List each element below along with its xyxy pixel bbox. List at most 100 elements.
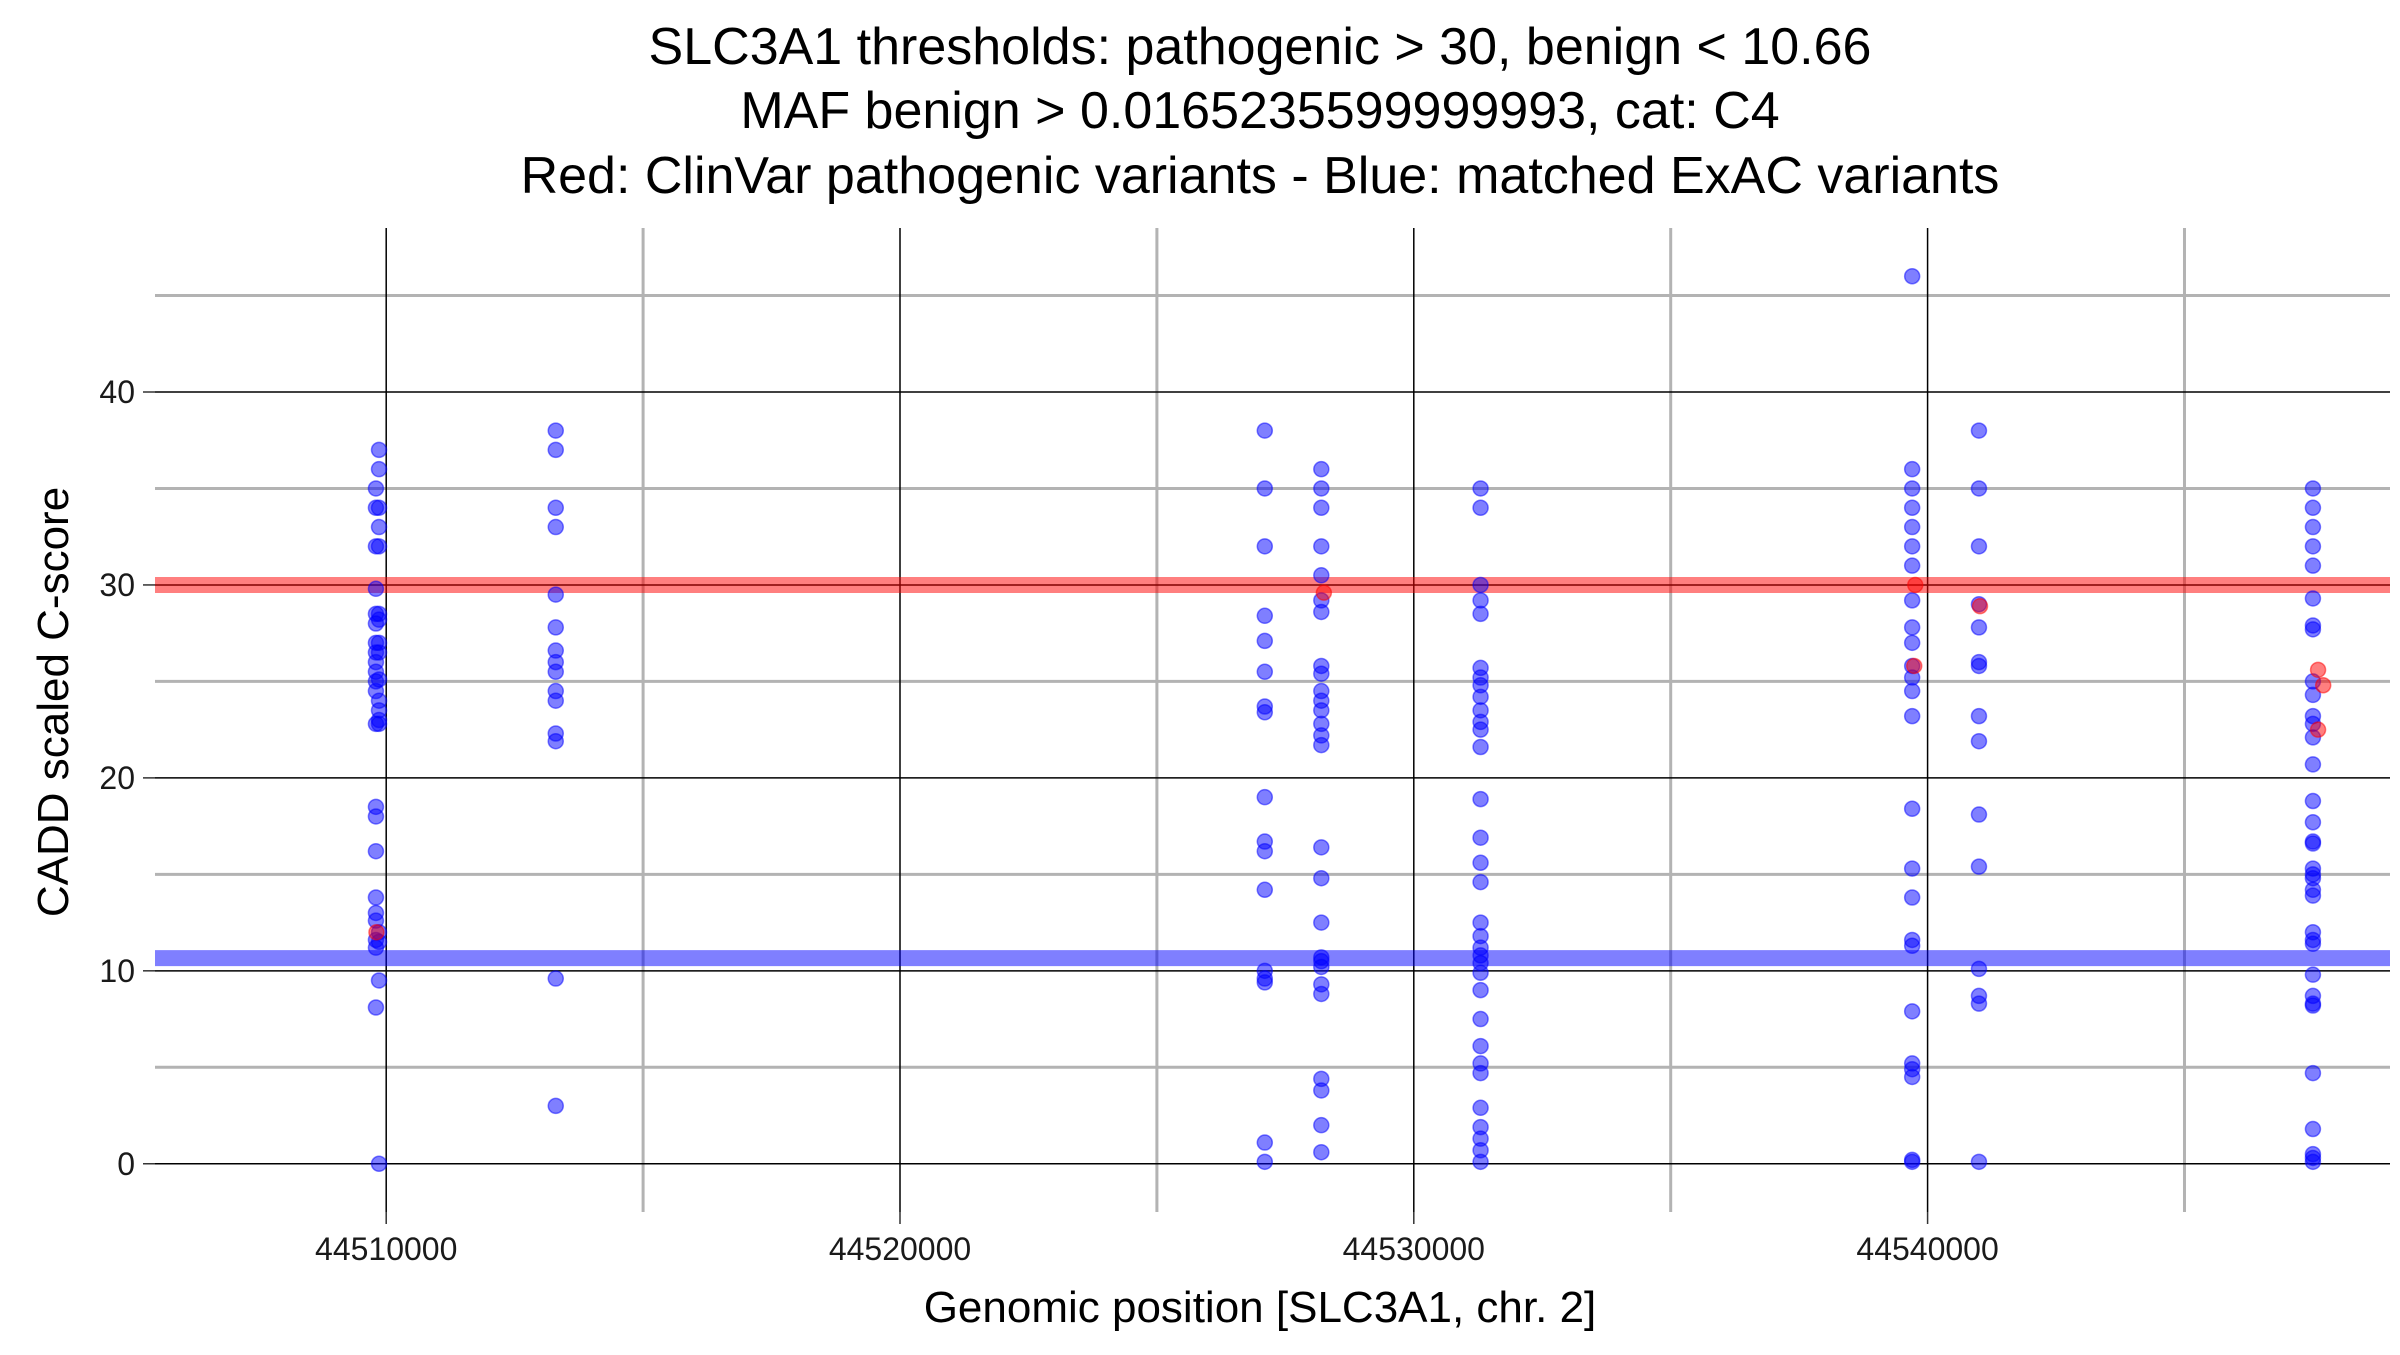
data-point [547,586,565,603]
data-point [1905,657,1923,675]
data-point [547,422,565,439]
data-point [1970,480,1988,497]
data-point [1313,567,1330,584]
data-point [1970,707,1988,725]
title-line-2: MAF benign > 0.0165235599999993, cat: C4 [740,82,1779,140]
data-point [2304,835,2322,852]
data-point [1313,736,1330,754]
data-point [1256,974,1274,991]
title-line-3: Red: ClinVar pathogenic variants - Blue:… [521,147,2000,205]
data-point [367,808,385,825]
data-point [1907,576,1924,594]
title-line-1: SLC3A1 thresholds: pathogenic > 30, beni… [649,18,1872,76]
x-tick-label: 44530000 [1343,1231,1485,1267]
x-tick-label: 44510000 [315,1231,457,1267]
data-point [547,499,565,517]
data-point [2304,792,2322,810]
data-point [547,692,565,709]
data-point [1313,1116,1330,1134]
data-point [547,970,565,987]
data-point [2304,1120,2322,1138]
data-point [1472,576,1489,594]
data-point [1903,682,1921,700]
data-point [1256,607,1274,625]
data-point [1903,460,1921,478]
data-point [1313,958,1330,976]
data-point [547,663,565,681]
data-point [367,480,385,497]
data-point [2309,661,2327,679]
data-point [1313,702,1330,719]
data-point [1970,538,1988,555]
data-point [1903,557,1921,574]
data-point [1313,603,1330,621]
data-point [1903,518,1921,536]
data-point [1903,592,1921,609]
data-point [1256,881,1274,899]
data-point [1313,869,1330,887]
data-point [1970,422,1988,439]
threshold-bands [155,576,2390,967]
data-point [1256,1153,1274,1171]
x-axis-ticks: 44510000 44520000 44530000 44540000 [315,1212,1999,1267]
data-point [1313,499,1330,517]
x-tick-label: 44520000 [829,1231,971,1267]
data-point [370,518,388,536]
minor-gridlines [155,228,2390,1212]
data-point [1971,597,1989,615]
data-point [1903,1003,1921,1020]
data-point [1903,634,1921,652]
data-point [2304,887,2322,904]
data-point [2304,1064,2322,1082]
data-point [367,842,385,860]
data-point [547,619,565,636]
data-point [1472,829,1489,846]
data-point [370,644,388,661]
data-point [1313,480,1330,497]
y-tick-label: 30 [99,567,135,603]
data-point [1256,842,1274,860]
data-point [1472,914,1489,931]
data-point [1472,1064,1489,1082]
data-point [2304,480,2322,497]
x-axis-title: Genomic position [SLC3A1, chr. 2] [924,1283,1597,1332]
data-point [370,671,388,688]
data-point [1472,688,1489,706]
data-point [1313,1082,1330,1099]
data-point [1903,800,1921,818]
data-point [2304,499,2322,517]
data-point [2304,997,2322,1014]
data-point [370,441,388,459]
data-point [1313,665,1330,682]
data-point [370,460,388,478]
y-axis-title: CADD scaled C-score [29,487,78,917]
data-point [1313,460,1330,478]
data-point [547,441,565,459]
data-point [1970,995,1988,1012]
data-point [370,538,388,555]
data-point [1903,267,1921,285]
data-point [1256,538,1274,555]
data-point [1970,858,1988,875]
data-point [1472,499,1489,517]
data-point [370,611,388,628]
data-point [1472,981,1489,999]
data-point [2304,966,2322,983]
data-point [370,499,388,517]
data-point [1970,960,1988,978]
major-gridlines [155,228,2390,1212]
data-point [370,715,388,733]
data-point [2314,677,2332,694]
data-point [2304,756,2322,773]
data-point [1970,657,1988,675]
data-point [2304,538,2322,555]
data-point [1313,839,1330,856]
data-point [2304,557,2322,574]
data-point [2304,518,2322,536]
data-point [1970,619,1988,636]
data-point [2304,935,2322,953]
data-point [1903,538,1921,555]
y-tick-label: 0 [117,1146,135,1182]
